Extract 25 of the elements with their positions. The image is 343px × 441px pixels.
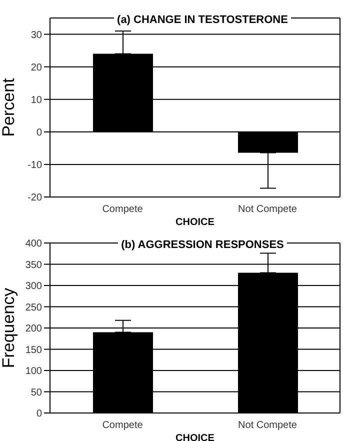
y-axis-title: Frequency (0, 287, 18, 368)
x-axis-title: CHOICE (176, 433, 215, 441)
y-tick-label: 0 (36, 127, 42, 138)
y-axis-title: Percent (0, 78, 18, 137)
y-tick-label: 300 (25, 281, 42, 292)
y-tick-label: -20 (28, 192, 42, 204)
y-tick-label: 20 (30, 62, 42, 74)
y-tick-label: -10 (28, 160, 42, 172)
x-tick-label: Compete (102, 204, 144, 216)
y-tick-label: 200 (25, 324, 42, 335)
y-tick-label: 50 (30, 387, 42, 398)
y-tick-label: 30 (30, 30, 42, 41)
y-tick-label: 10 (30, 94, 42, 106)
y-tick-label: 100 (25, 366, 42, 378)
y-tick-label: 400 (25, 238, 42, 250)
y-tick-label: 350 (25, 260, 42, 271)
x-axis-title: CHOICE (176, 217, 215, 228)
y-tick-label: 150 (25, 344, 42, 356)
chart-title: (a) CHANGE IN TESTOSTERONE (114, 14, 291, 26)
x-tick-label: Compete (102, 420, 144, 432)
x-tick-label: Not Compete (238, 204, 298, 216)
y-tick-label: 0 (36, 408, 42, 420)
y-tick-label: 250 (25, 302, 42, 314)
chart-title: (b) AGGRESSION RESPONSES (118, 239, 287, 251)
x-tick-label: Not Compete (238, 420, 298, 432)
